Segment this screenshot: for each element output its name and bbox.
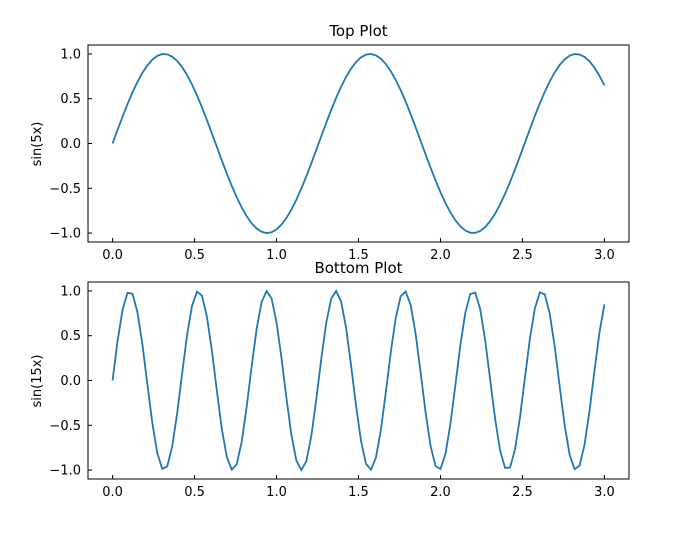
bottom-plot-x-axis: 0.0 0.5 1.0 1.5 2.0 2.5 3.0 (102, 475, 615, 500)
top-plot-x-tick-label: 2.5 (512, 248, 533, 263)
top-plot-y-tick-label: 0.5 (60, 92, 81, 107)
bottom-plot-x-tick-label: 2.5 (512, 485, 533, 500)
top-plot-x-axis: 0.0 0.5 1.0 1.5 2.0 2.5 3.0 (102, 238, 615, 263)
top-plot-x-tick-label: 0.5 (184, 248, 205, 263)
top-plot-y-axis: 1.0 0.5 0.0 −0.5 −1.0 (49, 47, 92, 242)
bottom-plot-frame (87, 281, 630, 480)
top-plot-y-tick-label: −1.0 (49, 227, 81, 242)
bottom-plot-panel: Bottom Plot sin(15x) 0.0 0.5 1.0 1.5 2.0 2.5 3… (30, 259, 630, 500)
top-plot-x-tick-label: 1.5 (348, 248, 369, 263)
top-plot-y-tick-label: 1.0 (60, 47, 81, 62)
bottom-plot-title: Bottom Plot (314, 259, 402, 277)
top-plot-title: Top Plot (328, 22, 387, 40)
bottom-plot-x-tick-label: 1.5 (348, 485, 369, 500)
bottom-plot-x-tick-label: 2.0 (430, 485, 451, 500)
bottom-plot-y-tick-label: 1.0 (60, 284, 81, 299)
top-plot-series-line (111, 53, 606, 234)
bottom-plot-ylabel: sin(15x) (30, 354, 45, 407)
bottom-plot-x-tick-label: 0.5 (184, 485, 205, 500)
top-plot-panel: Top Plot sin(5x) 0.0 0.5 1.0 1.5 2.0 2.5 3.0 1… (30, 22, 630, 263)
top-plot-x-tick-label: 1.0 (266, 248, 287, 263)
top-plot-x-tick-label: 3.0 (594, 248, 615, 263)
top-plot-x-tick-label: 2.0 (430, 248, 451, 263)
bottom-plot-series-line (111, 289, 606, 472)
bottom-plot-y-axis: 1.0 0.5 0.0 −0.5 −1.0 (49, 284, 92, 479)
top-plot-y-tick-label: 0.0 (60, 137, 81, 152)
bottom-plot-x-tick-label: 3.0 (594, 485, 615, 500)
top-plot-frame (87, 44, 630, 243)
bottom-plot-y-tick-label: −0.5 (49, 419, 81, 434)
bottom-plot-y-tick-label: −1.0 (49, 464, 81, 479)
bottom-plot-x-tick-label: 0.0 (102, 485, 123, 500)
top-plot-y-tick-label: −0.5 (49, 182, 81, 197)
top-plot-ylabel: sin(5x) (30, 122, 45, 167)
bottom-plot-y-tick-label: 0.5 (60, 329, 81, 344)
bottom-plot-x-tick-label: 1.0 (266, 485, 287, 500)
top-plot-x-tick-label: 0.0 (102, 248, 123, 263)
bottom-plot-y-tick-label: 0.0 (60, 374, 81, 389)
